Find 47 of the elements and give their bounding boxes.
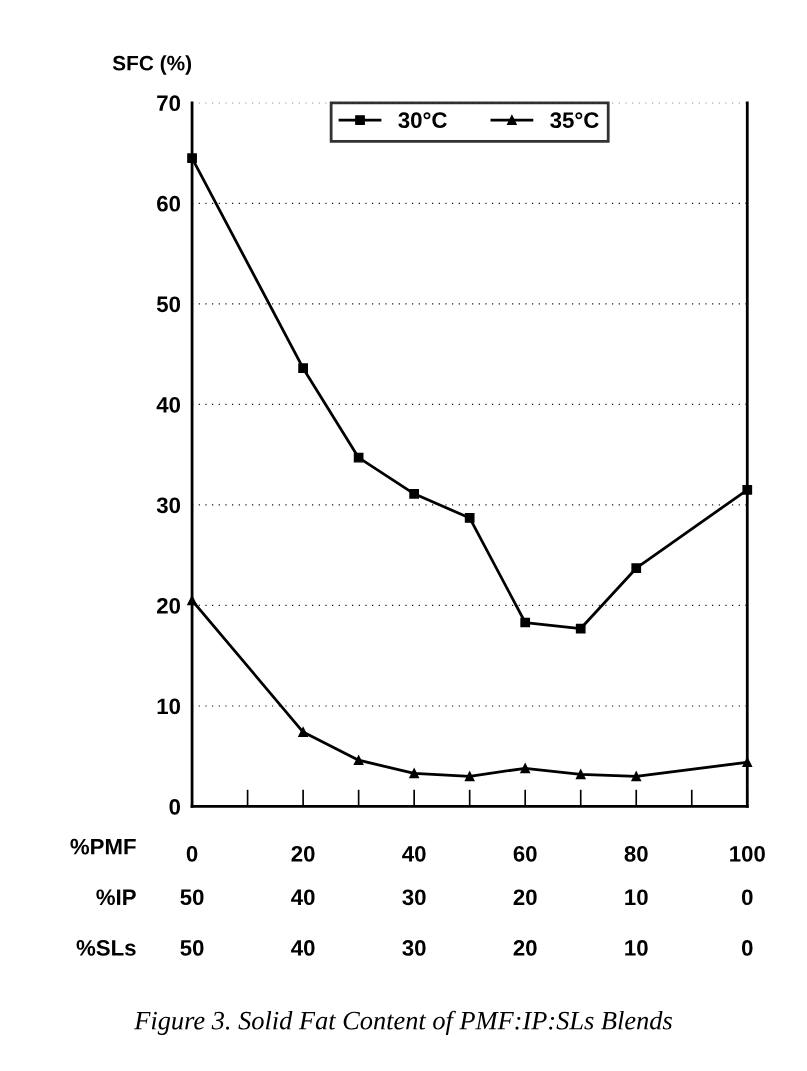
y-tick-label: 60 [157,195,181,212]
text: 0 [741,940,753,956]
legend-label: 30°C [398,112,447,129]
x-tick-label: 100 [730,845,765,862]
text: 50 [180,889,204,906]
point [409,768,420,779]
text: %IP [96,889,136,906]
point [409,488,420,499]
point [353,452,364,463]
text: 30 [402,889,426,906]
point [520,763,531,774]
y-tick-label: 70 [157,95,181,112]
point [520,617,531,628]
point [464,513,475,523]
point [298,727,308,737]
y-tick-label: 10 [157,698,181,715]
point [575,769,586,780]
text: 10 [625,889,648,906]
y-tick-label: 0 [169,799,181,815]
point [353,755,364,766]
x-tick-label: 80 [624,845,648,862]
x-axis-title: %PMF [70,838,136,855]
text: 20 [513,940,537,956]
text: %SLs [76,940,136,956]
text: 40 [291,940,315,956]
x-tick-label: 40 [402,845,426,862]
text: 0 [741,889,753,906]
caption: Figure 3. Solid Fat Content of PMF:IP:SLs Blends [134,1010,672,1035]
point [575,623,586,634]
y-tick-label: 20 [157,597,181,614]
y-tick-label: 50 [156,296,181,313]
text: 10 [625,940,648,956]
text: 40 [291,889,315,906]
point [464,771,475,782]
legend-label: 35°C [550,112,599,129]
text: 20 [513,889,537,906]
point [631,563,642,574]
point [631,771,642,782]
text: 50 [180,940,204,956]
y-axis-title: SFC (%) [112,55,192,75]
point [298,363,308,374]
x-tick-label: 0 [186,845,198,862]
y-tick-label: 40 [156,396,181,413]
y-tick-label: 30 [156,497,181,514]
x-tick-label: 60 [513,845,537,862]
text: 30 [402,940,426,956]
x-tick-label: 20 [291,845,315,862]
